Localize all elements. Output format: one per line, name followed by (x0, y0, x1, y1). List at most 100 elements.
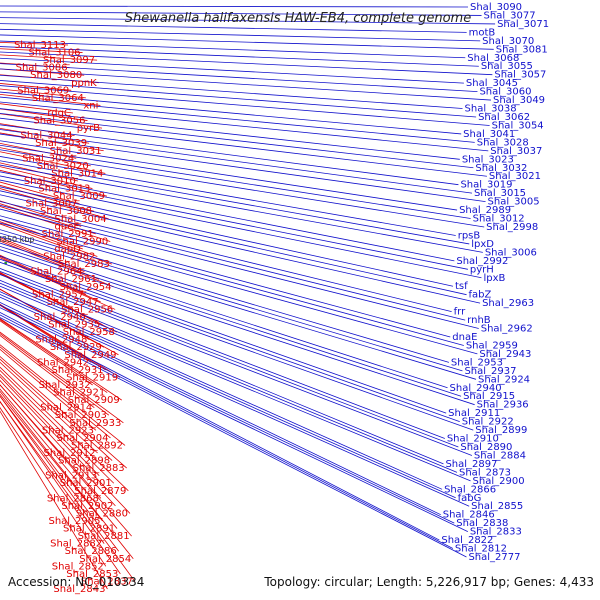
right-gene-label[interactable]: Shal_3077 (484, 10, 536, 21)
left-gene-label[interactable]: Shal_2843 (53, 584, 105, 595)
left-gene-label[interactable]: Shal_2931 (52, 365, 104, 376)
left-gene-label[interactable]: Shal_2982 (43, 252, 95, 263)
right-gene-label[interactable]: Shal_2943 (479, 349, 531, 360)
left-gene-label[interactable]: Shal_3080 (30, 70, 82, 81)
right-gene-label[interactable]: Shal_3019 (460, 180, 512, 191)
left-gene-label[interactable]: ppnK (71, 78, 97, 89)
left-gene-label[interactable]: queF (55, 221, 80, 232)
right-gene-label[interactable]: lpxB (483, 273, 505, 284)
left-gene-label[interactable]: Shal_2921 (53, 388, 105, 399)
right-gene-label[interactable]: Shal_2822 (441, 535, 493, 546)
right-gene-label[interactable]: Shal_2936 (477, 400, 529, 411)
left-gene-label[interactable]: Shal_2880 (76, 508, 128, 519)
left-gene-label[interactable]: Shal_2891 (63, 524, 115, 535)
right-gene-label[interactable]: lpxD (471, 239, 494, 250)
left-gene-label[interactable]: Shal_3039 (35, 138, 87, 149)
left-gene-label[interactable]: Shal_2990 (56, 236, 108, 247)
right-gene-label[interactable]: Shal_3062 (478, 112, 530, 123)
right-gene-label[interactable]: fabZ (469, 290, 492, 301)
left-gene-label[interactable]: Shal_2883 (73, 463, 125, 474)
right-gene-label[interactable]: frr (454, 307, 466, 318)
left-gene-label[interactable]: Shal_3113 (14, 40, 66, 51)
right-gene-label[interactable]: Shal_3057 (494, 70, 546, 81)
left-gene-label[interactable]: Shal_3014 (51, 168, 103, 179)
left-gene-label[interactable]: Shal_2991 (42, 229, 94, 240)
left-gene-label[interactable]: Shal_2901 (60, 478, 112, 489)
right-gene-label[interactable]: dnaE (452, 332, 477, 343)
right-gene-label[interactable]: Shal_3012 (473, 214, 525, 225)
left-gene-label[interactable]: rdgC (47, 108, 71, 119)
right-gene-label[interactable]: Shal_2989 (459, 205, 511, 216)
right-gene-label[interactable]: rpsB (458, 230, 481, 241)
left-gene-label[interactable]: dapD (54, 244, 81, 255)
left-gene-label[interactable]: Shal_2929 (50, 342, 102, 353)
left-gene-label[interactable]: Shal_3009 (53, 191, 105, 202)
left-gene-label[interactable]: Shal_2868 (47, 493, 99, 504)
right-gene-label[interactable]: Shal_2962 (481, 324, 533, 335)
left-gene-label[interactable]: Shal_3106 (29, 48, 81, 59)
right-gene-label[interactable]: Shal_3015 (474, 188, 526, 199)
right-gene-label[interactable]: Shal_2953 (451, 357, 503, 368)
left-gene-label[interactable]: Shal_2957 (32, 289, 84, 300)
right-gene-label[interactable]: Shal_3032 (475, 163, 527, 174)
right-gene-label[interactable]: Shal_3049 (493, 95, 545, 106)
left-gene-label[interactable]: Shal_2933 (69, 418, 121, 429)
left-gene-label[interactable]: Shal_2904 (56, 433, 108, 444)
right-gene-label[interactable]: Shal_2833 (470, 527, 522, 538)
right-gene-label[interactable]: Shal_2890 (460, 442, 512, 453)
left-gene-label[interactable]: Shal_2942 (37, 357, 89, 368)
right-gene-label[interactable]: Shal_3045 (466, 78, 518, 89)
left-gene-label[interactable]: Shal_3044 (21, 131, 73, 142)
right-gene-label[interactable]: Shal_2940 (450, 383, 502, 394)
right-gene-label[interactable]: Shal_2866 (444, 484, 496, 495)
left-gene-label[interactable]: Shal_2902 (61, 501, 113, 512)
right-gene-label[interactable]: Shal_2959 (466, 340, 518, 351)
left-gene-label[interactable]: Shal_2956 (61, 304, 113, 315)
left-gene-label[interactable]: Shal_2946 (34, 312, 86, 323)
left-gene-label[interactable]: pyrB (77, 123, 100, 134)
right-gene-label[interactable]: Shal_2838 (456, 518, 508, 529)
right-gene-label[interactable]: motB (469, 27, 496, 38)
left-gene-label[interactable]: Shal_3056 (33, 116, 85, 127)
right-gene-label[interactable]: Shal_2777 (468, 552, 520, 563)
right-gene-label[interactable]: Shal_3006 (485, 247, 537, 258)
left-gene-label[interactable]: Shal_2919 (66, 372, 118, 383)
left-gene-label[interactable]: Shal_2905 (48, 516, 100, 527)
left-gene-label[interactable]: Shal_3010 (24, 176, 76, 187)
left-gene-label[interactable]: Shal_2949 (64, 350, 116, 361)
left-gene-label[interactable]: Shal_3020 (37, 161, 89, 172)
left-gene-label[interactable]: Shal_2892 (71, 440, 123, 451)
left-gene-label[interactable]: Shal_2886 (65, 546, 117, 557)
right-gene-label[interactable]: fabG (458, 493, 482, 504)
left-gene-label[interactable]: Shal_3024 (22, 153, 74, 164)
right-gene-label[interactable]: Shal_3060 (479, 87, 531, 98)
right-gene-label[interactable]: Shal_2846 (443, 510, 495, 521)
right-gene-label[interactable]: Shal_2900 (473, 476, 525, 487)
left-gene-label[interactable]: Shal_2854 (79, 554, 131, 565)
right-gene-label[interactable]: rnhB (467, 315, 491, 326)
right-gene-label[interactable]: Shal_2911 (448, 408, 500, 419)
right-gene-label[interactable]: Shal_2992 (456, 256, 508, 267)
left-gene-label[interactable]: Shal_3004 (55, 214, 107, 225)
left-gene-label[interactable]: Shal_2932 (39, 380, 91, 391)
right-gene-label[interactable]: Shal_3090 (470, 2, 522, 13)
right-gene-label[interactable]: Shal_2963 (482, 298, 534, 309)
right-gene-label[interactable]: Shal_2937 (464, 366, 516, 377)
left-gene-label[interactable]: Shal_2914 (40, 403, 92, 414)
left-gene-label[interactable]: Shal_2912 (44, 448, 96, 459)
right-gene-label[interactable]: Shal_3038 (465, 104, 517, 115)
left-gene-label[interactable]: Shal_3031 (50, 146, 102, 157)
left-gene-label[interactable]: Shal_2881 (78, 531, 130, 542)
left-gene-label[interactable]: Shal_2879 (74, 486, 126, 497)
left-gene-label[interactable]: Shal_2837 (81, 576, 133, 587)
right-gene-label[interactable]: Shal_2899 (475, 425, 527, 436)
right-gene-label[interactable]: Shal_3070 (482, 36, 534, 47)
right-gene-label[interactable]: Shal_3023 (462, 154, 514, 165)
right-gene-label[interactable]: Shal_3081 (496, 44, 548, 55)
left-gene-label[interactable]: Shal_2983 (58, 259, 110, 270)
left-gene-label[interactable]: Shal_3097 (43, 55, 95, 66)
right-gene-label[interactable]: Shal_2855 (471, 501, 523, 512)
left-gene-label[interactable]: Shal_2853 (66, 569, 118, 580)
left-gene-label[interactable]: Shal_2958 (63, 327, 115, 338)
right-gene-label[interactable]: Shal_3021 (489, 171, 541, 182)
